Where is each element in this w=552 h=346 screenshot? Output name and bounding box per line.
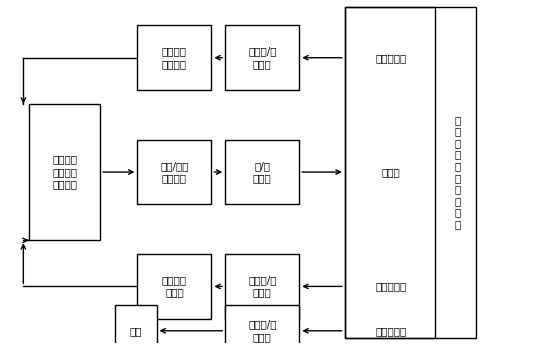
Text: 第一输出端: 第一输出端 (376, 53, 407, 63)
Bar (225, 254, 299, 319)
Text: 输出: 输出 (130, 326, 142, 336)
Text: 电容/电压
转换电路: 电容/电压 转换电路 (160, 161, 189, 183)
Bar (137, 140, 211, 204)
Bar (137, 254, 211, 319)
Text: 第一数/模
转换器: 第一数/模 转换器 (248, 46, 277, 69)
Bar (115, 305, 157, 346)
Text: 第三数/模
转换器: 第三数/模 转换器 (248, 320, 277, 342)
Text: 电容式微
机械加速
度传感器: 电容式微 机械加速 度传感器 (52, 155, 77, 190)
Bar (29, 104, 100, 240)
Bar (225, 140, 299, 204)
Bar (225, 25, 299, 90)
Bar (225, 305, 299, 346)
Bar (137, 25, 211, 90)
Bar (344, 7, 436, 338)
Text: 现
场
可
编
程
门
阵
列
芯
片: 现 场 可 编 程 门 阵 列 芯 片 (454, 115, 460, 229)
Text: 第二数/模
转换器: 第二数/模 转换器 (248, 275, 277, 298)
Text: 第三输出端: 第三输出端 (376, 326, 407, 336)
Text: 模拟带通
滤波器: 模拟带通 滤波器 (162, 275, 187, 298)
Text: 模/数
转换器: 模/数 转换器 (253, 161, 272, 183)
Text: 驱动信号
产生电路: 驱动信号 产生电路 (162, 46, 187, 69)
Text: 第二输出端: 第二输出端 (376, 281, 407, 291)
Bar (344, 7, 476, 338)
Text: 输入端: 输入端 (382, 167, 401, 177)
